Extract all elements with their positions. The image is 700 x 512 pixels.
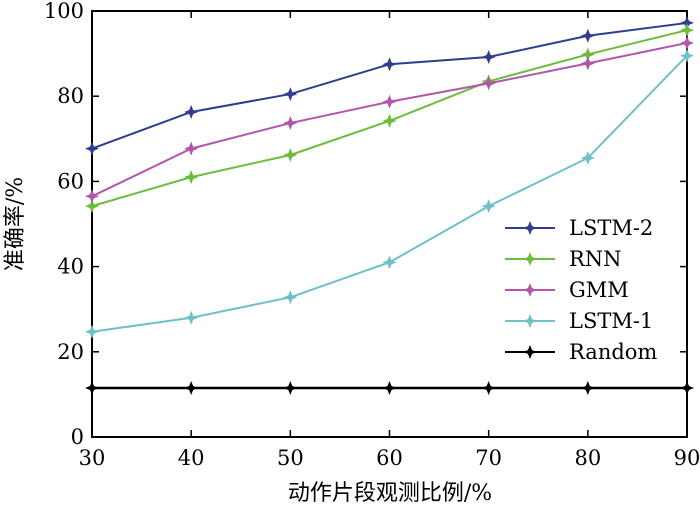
legend-item-gmm: GMM xyxy=(505,278,629,302)
data-point-rnn xyxy=(680,23,694,38)
data-point-random xyxy=(184,381,199,396)
series-lstm-1 xyxy=(85,48,694,339)
y-tick-label: 60 xyxy=(57,169,84,193)
legend: LSTM-2 RNN GMM LSTM-1 Random xyxy=(505,216,657,364)
data-point-lstm-2 xyxy=(382,57,397,72)
legend-swatch-marker xyxy=(523,345,537,359)
data-point-lstm-1 xyxy=(680,48,694,63)
data-point-lstm-2 xyxy=(680,15,694,30)
legend-label: RNN xyxy=(569,247,622,271)
data-point-random xyxy=(481,381,496,396)
y-tick-label: 100 xyxy=(44,0,84,23)
legend-swatch-marker xyxy=(523,252,537,266)
x-tick-label: 70 xyxy=(475,446,502,470)
x-tick-label: 40 xyxy=(178,446,205,470)
legend-swatch-marker xyxy=(523,283,537,297)
legend-item-lstm-2: LSTM-2 xyxy=(505,216,653,240)
x-tick-label: 90 xyxy=(674,446,700,470)
data-point-lstm-1 xyxy=(283,290,298,305)
x-tick-label: 80 xyxy=(574,446,601,470)
series-random xyxy=(85,381,694,396)
data-point-rnn xyxy=(580,47,595,62)
data-point-gmm xyxy=(85,189,99,204)
series-layer xyxy=(85,15,694,396)
data-point-random xyxy=(580,381,595,396)
legend-item-lstm-1: LSTM-1 xyxy=(505,309,653,333)
data-point-gmm xyxy=(580,56,595,71)
data-point-lstm-1 xyxy=(382,255,397,270)
data-point-lstm-1 xyxy=(481,199,496,214)
x-axis-title: 动作片段观测比例/% xyxy=(288,481,492,506)
data-point-lstm-2 xyxy=(283,87,298,102)
data-point-lstm-1 xyxy=(580,150,595,165)
ticks-layer: 30 40 50 60 70 80 90 0 20 40 60 80 100 xyxy=(44,0,700,470)
series-lstm-2 xyxy=(85,15,694,156)
legend-item-rnn: RNN xyxy=(505,247,622,271)
data-point-gmm xyxy=(382,94,397,109)
legend-swatch-marker xyxy=(523,221,537,235)
data-point-lstm-1 xyxy=(184,310,199,325)
data-point-gmm xyxy=(481,76,496,91)
data-point-lstm-2 xyxy=(580,28,595,43)
legend-swatch-marker xyxy=(523,314,537,328)
y-tick-label: 80 xyxy=(57,84,84,108)
data-point-lstm-2 xyxy=(184,104,199,119)
legend-label: Random xyxy=(569,340,657,364)
data-point-random xyxy=(382,381,397,396)
x-tick-label: 30 xyxy=(79,446,106,470)
x-tick-label: 50 xyxy=(277,446,304,470)
data-point-gmm xyxy=(184,141,199,156)
data-point-rnn xyxy=(184,170,199,185)
data-point-lstm-2 xyxy=(85,141,99,156)
legend-label: LSTM-1 xyxy=(569,309,653,333)
legend-label: GMM xyxy=(569,278,629,302)
data-point-lstm-2 xyxy=(481,50,496,65)
data-point-lstm-1 xyxy=(85,324,99,339)
data-point-rnn xyxy=(283,147,298,162)
data-point-gmm xyxy=(680,35,694,50)
plot-area xyxy=(91,10,688,438)
y-tick-label: 20 xyxy=(57,340,84,364)
data-point-gmm xyxy=(283,116,298,131)
y-axis-title: 准确率/% xyxy=(3,177,28,271)
legend-item-random: Random xyxy=(505,340,657,364)
y-tick-label: 40 xyxy=(57,255,84,279)
data-point-rnn xyxy=(85,199,99,214)
y-tick-label: 0 xyxy=(71,425,84,449)
data-point-random xyxy=(85,381,99,396)
data-point-random xyxy=(283,381,298,396)
x-tick-label: 60 xyxy=(376,446,403,470)
data-point-rnn xyxy=(382,113,397,128)
legend-label: LSTM-2 xyxy=(569,216,653,240)
data-point-random xyxy=(680,381,694,396)
series-gmm xyxy=(85,35,694,204)
